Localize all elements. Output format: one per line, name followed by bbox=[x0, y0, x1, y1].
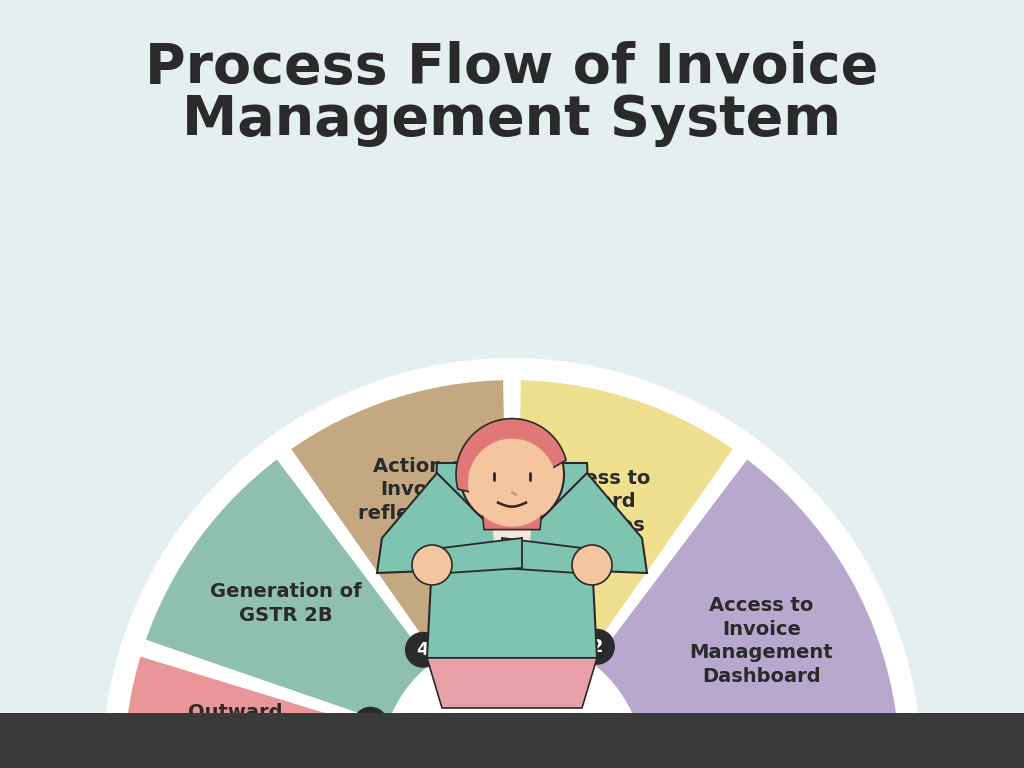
Text: 2: 2 bbox=[591, 637, 603, 656]
Text: Management System: Management System bbox=[182, 93, 842, 147]
Circle shape bbox=[352, 707, 388, 743]
Text: Process Flow of Invoice: Process Flow of Invoice bbox=[145, 41, 879, 95]
Polygon shape bbox=[512, 463, 562, 533]
Circle shape bbox=[468, 439, 556, 527]
Polygon shape bbox=[456, 419, 566, 530]
Polygon shape bbox=[427, 658, 597, 708]
Polygon shape bbox=[490, 463, 534, 553]
Wedge shape bbox=[590, 456, 902, 766]
Wedge shape bbox=[143, 456, 434, 726]
Wedge shape bbox=[102, 358, 922, 768]
Wedge shape bbox=[514, 378, 735, 661]
Circle shape bbox=[492, 602, 527, 638]
Circle shape bbox=[572, 545, 612, 585]
Circle shape bbox=[387, 643, 637, 768]
Polygon shape bbox=[377, 473, 502, 573]
Text: 4: 4 bbox=[417, 641, 429, 659]
Text: 1: 1 bbox=[653, 756, 667, 768]
Polygon shape bbox=[522, 473, 647, 573]
Polygon shape bbox=[462, 463, 512, 533]
Text: Generation of
GSTR 2B: Generation of GSTR 2B bbox=[210, 582, 361, 624]
Polygon shape bbox=[442, 538, 522, 573]
Polygon shape bbox=[502, 538, 582, 573]
Polygon shape bbox=[427, 463, 597, 658]
Bar bbox=[0, 713, 1024, 768]
Text: Action on
Invoices
reflecting in
IMS: Action on Invoices reflecting in IMS bbox=[358, 457, 493, 547]
Text: Outward
Supplies: Outward Supplies bbox=[188, 703, 283, 746]
Circle shape bbox=[579, 629, 614, 665]
Circle shape bbox=[412, 545, 452, 585]
Text: 3: 3 bbox=[503, 611, 516, 629]
Wedge shape bbox=[122, 654, 388, 766]
Text: 5: 5 bbox=[365, 716, 377, 733]
Text: Access to
Inward
Supplies: Access to Inward Supplies bbox=[547, 468, 650, 535]
Circle shape bbox=[460, 422, 564, 527]
Circle shape bbox=[404, 632, 441, 668]
Circle shape bbox=[642, 747, 678, 768]
Text: Access to
Invoice
Management
Dashboard: Access to Invoice Management Dashboard bbox=[690, 596, 834, 686]
Polygon shape bbox=[498, 527, 526, 547]
Wedge shape bbox=[289, 378, 510, 661]
